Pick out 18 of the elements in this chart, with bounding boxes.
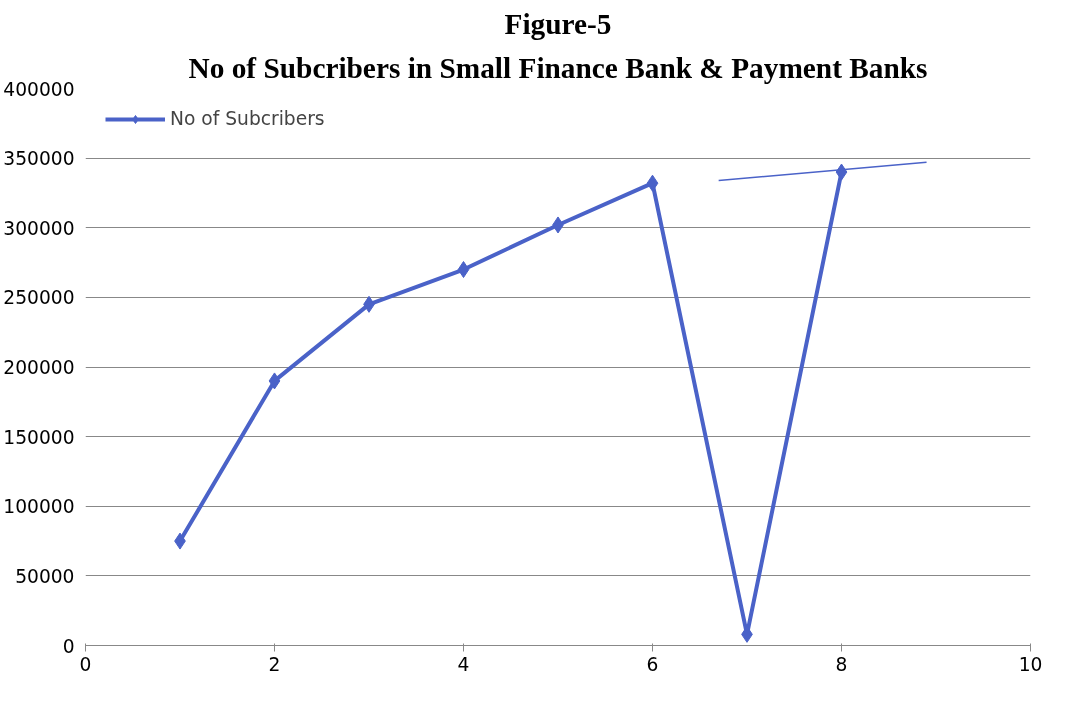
chart-title: Figure-5 bbox=[504, 7, 612, 40]
x-tick-label: 4 bbox=[457, 653, 470, 675]
x-tick-label: 2 bbox=[268, 653, 281, 675]
y-tick-label: 150000 bbox=[3, 426, 75, 448]
y-tick-label: 200000 bbox=[3, 357, 75, 378]
y-tick-label: 100000 bbox=[3, 496, 75, 518]
x-tick-label: 8 bbox=[835, 653, 848, 675]
legend-label: No of Subcribers bbox=[170, 108, 325, 129]
x-tick-label: 0 bbox=[79, 653, 92, 675]
y-tick-label: 250000 bbox=[3, 287, 75, 309]
chart-subtitle: No of Subcribers in Small Finance Bank & Payment Banks bbox=[188, 51, 928, 84]
x-tick-label: 6 bbox=[646, 653, 659, 675]
x-tick-label: 10 bbox=[1018, 653, 1043, 675]
y-tick-label: 400000 bbox=[3, 78, 75, 100]
y-tick-label: 300000 bbox=[3, 217, 75, 239]
y-tick-label: 0 bbox=[62, 635, 75, 657]
y-tick-label: 50000 bbox=[15, 565, 75, 587]
y-tick-label: 350000 bbox=[3, 148, 75, 170]
